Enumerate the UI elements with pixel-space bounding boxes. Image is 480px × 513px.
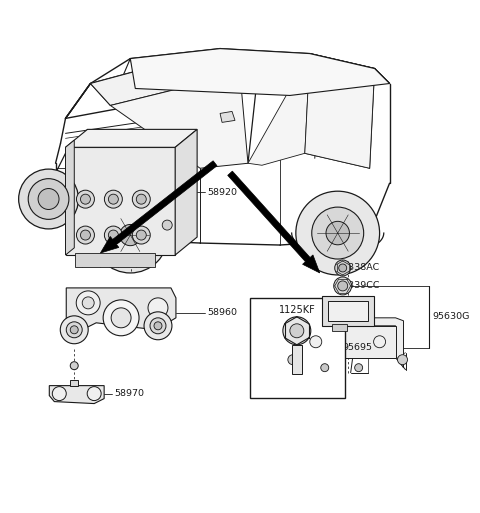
Circle shape bbox=[290, 324, 304, 338]
Circle shape bbox=[334, 277, 352, 295]
Circle shape bbox=[76, 226, 95, 244]
Circle shape bbox=[326, 221, 349, 245]
Circle shape bbox=[136, 194, 146, 204]
Circle shape bbox=[93, 197, 168, 273]
Circle shape bbox=[288, 354, 298, 365]
Polygon shape bbox=[66, 288, 176, 338]
Polygon shape bbox=[65, 147, 175, 255]
Bar bbox=[56, 168, 90, 218]
Polygon shape bbox=[305, 53, 374, 168]
Text: 58960: 58960 bbox=[207, 308, 237, 318]
Text: 1339CC: 1339CC bbox=[343, 282, 380, 290]
Bar bbox=[332, 324, 347, 331]
Polygon shape bbox=[65, 129, 197, 147]
Circle shape bbox=[108, 194, 119, 204]
Circle shape bbox=[162, 220, 172, 230]
Circle shape bbox=[104, 226, 122, 244]
Polygon shape bbox=[175, 129, 197, 255]
Circle shape bbox=[66, 322, 82, 338]
Polygon shape bbox=[49, 386, 104, 404]
Circle shape bbox=[373, 336, 385, 348]
Circle shape bbox=[296, 191, 380, 275]
Circle shape bbox=[339, 264, 347, 272]
Bar bbox=[65, 187, 70, 211]
Circle shape bbox=[120, 225, 141, 246]
Bar bbox=[75, 253, 155, 267]
Text: 95695: 95695 bbox=[343, 343, 372, 352]
Circle shape bbox=[52, 387, 66, 401]
Circle shape bbox=[81, 230, 90, 240]
Text: 58920: 58920 bbox=[207, 188, 237, 196]
Circle shape bbox=[338, 281, 348, 291]
Circle shape bbox=[154, 322, 162, 330]
Circle shape bbox=[355, 364, 363, 371]
Circle shape bbox=[283, 317, 311, 345]
Bar bbox=[328, 301, 368, 321]
Circle shape bbox=[148, 298, 168, 318]
Circle shape bbox=[38, 189, 59, 209]
Circle shape bbox=[70, 326, 78, 334]
Circle shape bbox=[150, 318, 166, 334]
Circle shape bbox=[87, 387, 101, 401]
Circle shape bbox=[397, 354, 408, 365]
Bar bbox=[292, 345, 302, 373]
Polygon shape bbox=[65, 140, 74, 255]
Circle shape bbox=[28, 179, 69, 220]
Circle shape bbox=[107, 211, 154, 259]
Circle shape bbox=[103, 300, 139, 336]
Circle shape bbox=[60, 316, 88, 344]
Circle shape bbox=[19, 169, 78, 229]
Circle shape bbox=[144, 312, 172, 340]
Polygon shape bbox=[248, 53, 310, 165]
Bar bbox=[70, 380, 78, 386]
Polygon shape bbox=[228, 171, 320, 273]
Circle shape bbox=[132, 226, 150, 244]
Circle shape bbox=[321, 364, 329, 371]
Polygon shape bbox=[220, 111, 235, 123]
Text: 58970: 58970 bbox=[114, 389, 144, 398]
Circle shape bbox=[104, 190, 122, 208]
Circle shape bbox=[136, 230, 146, 240]
Circle shape bbox=[81, 194, 90, 204]
Bar bbox=[300, 326, 396, 358]
Circle shape bbox=[111, 308, 131, 328]
Text: 1338AC: 1338AC bbox=[343, 264, 380, 272]
Polygon shape bbox=[300, 318, 404, 368]
Polygon shape bbox=[100, 161, 217, 253]
Polygon shape bbox=[130, 49, 390, 95]
Text: 95690: 95690 bbox=[343, 306, 372, 315]
Polygon shape bbox=[110, 73, 248, 168]
Circle shape bbox=[310, 336, 322, 348]
Circle shape bbox=[70, 362, 78, 370]
Text: 1125KF: 1125KF bbox=[279, 305, 316, 315]
Circle shape bbox=[76, 291, 100, 315]
Circle shape bbox=[82, 297, 94, 309]
Text: H: H bbox=[66, 155, 72, 161]
Circle shape bbox=[76, 190, 95, 208]
Circle shape bbox=[335, 260, 351, 276]
Circle shape bbox=[132, 190, 150, 208]
Text: 95630G: 95630G bbox=[432, 312, 470, 321]
Circle shape bbox=[312, 207, 364, 259]
Polygon shape bbox=[90, 49, 240, 106]
Circle shape bbox=[108, 230, 119, 240]
Bar bbox=[250, 298, 345, 398]
Bar bbox=[322, 296, 373, 326]
